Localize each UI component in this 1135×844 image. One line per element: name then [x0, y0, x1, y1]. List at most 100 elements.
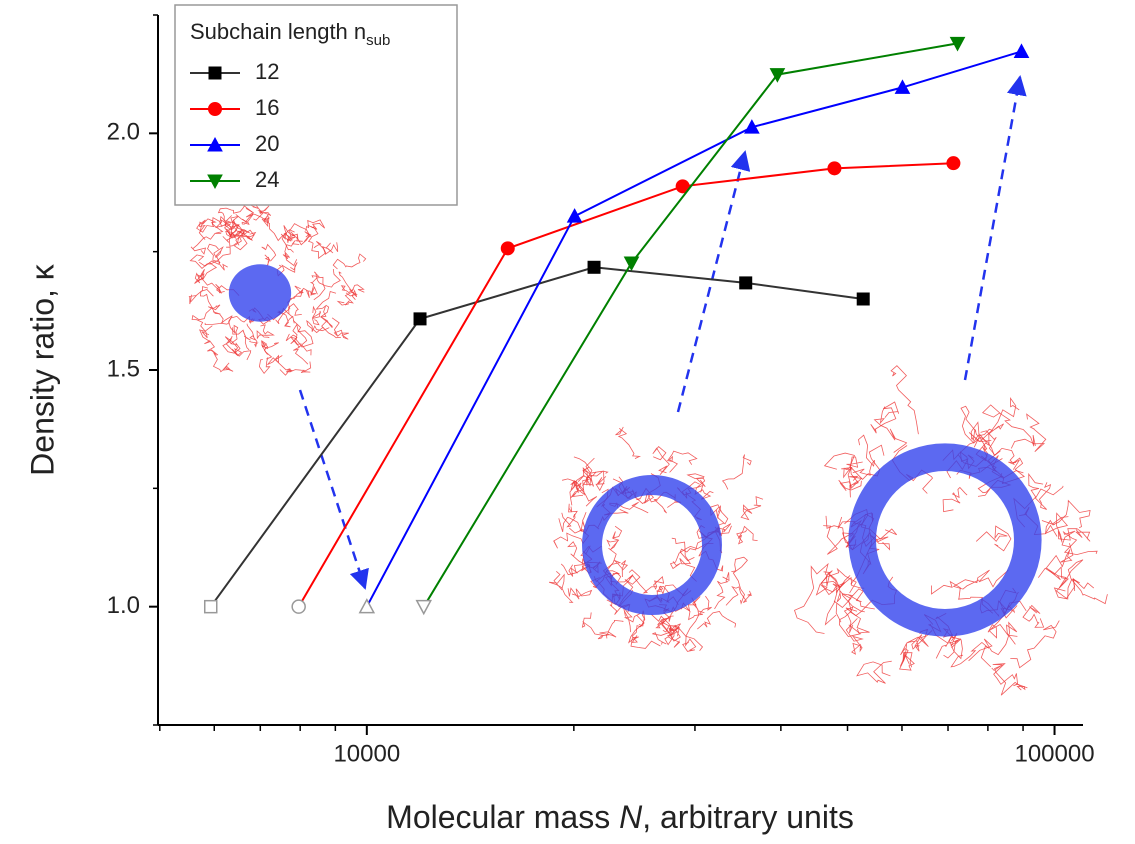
polymer-chain	[306, 319, 330, 334]
polymer-chain	[217, 205, 245, 222]
marker	[623, 256, 640, 272]
polymer-chain	[667, 450, 698, 473]
polymer-chain	[870, 401, 900, 434]
series-line	[365, 50, 1022, 608]
polymer-chain	[1058, 528, 1091, 542]
polymer-chain	[628, 575, 665, 594]
polymer-chain	[581, 612, 610, 640]
polymer-chain	[595, 470, 609, 492]
polymer-chain	[736, 525, 758, 545]
polymer-chain	[823, 452, 855, 479]
polymer-core	[228, 264, 292, 322]
polymer-chain	[261, 243, 277, 266]
polymer-chain	[222, 336, 243, 357]
polymer-chain	[204, 306, 224, 326]
polymer-chain	[970, 421, 995, 456]
polymer-chain	[190, 233, 222, 255]
polymer-chain	[680, 595, 712, 621]
polymer-chain	[651, 614, 677, 646]
polymer-chain	[1045, 512, 1069, 543]
polymer-chain	[661, 615, 681, 642]
polymer-chain	[282, 240, 300, 267]
polymer-chain	[1053, 578, 1108, 605]
polymer-chain	[898, 651, 915, 671]
polymer-core	[848, 443, 1042, 637]
legend-title: Subchain length nsub	[190, 19, 390, 49]
polymer-chain	[261, 339, 279, 355]
legend-label: 20	[255, 131, 279, 156]
polymer-chain	[199, 289, 221, 311]
polymer-chain	[867, 534, 891, 565]
polymer-chain	[890, 365, 919, 435]
y-tick-label: 1.0	[107, 592, 140, 619]
marker	[413, 312, 427, 326]
polymer-chain	[198, 243, 221, 267]
polymer-chain	[224, 223, 247, 237]
polymer-chain	[331, 317, 349, 340]
marker	[207, 174, 223, 190]
polymer-chain	[686, 473, 706, 493]
x-label-part: N	[619, 799, 643, 835]
marker	[358, 598, 376, 614]
polymer-chain	[214, 215, 232, 229]
polymer-chain	[1041, 499, 1091, 529]
marker	[208, 66, 222, 80]
polymer-chain	[191, 308, 212, 339]
marker	[415, 599, 433, 616]
marker	[827, 161, 842, 176]
polymer-chain	[189, 246, 231, 269]
polymer-chain	[230, 216, 244, 238]
polymer-chain	[981, 404, 1036, 447]
polymer-chain	[652, 446, 670, 475]
marker	[769, 68, 786, 83]
legend-label: 16	[255, 95, 279, 120]
polymer-chain	[991, 664, 1026, 696]
polymer-chain	[188, 286, 209, 305]
polymer-chain	[215, 283, 240, 296]
polymer-chain	[235, 208, 255, 225]
marker	[207, 136, 223, 152]
polymer-chain	[256, 324, 275, 340]
polymer-chain	[570, 474, 598, 507]
polymer-chain	[567, 587, 593, 600]
polymer-chain	[697, 611, 736, 630]
y-tick-label: 1.5	[107, 355, 140, 382]
polymer-chain	[309, 276, 326, 301]
polymer-chain	[943, 636, 963, 660]
arrow	[676, 150, 751, 413]
polymer-chain	[198, 325, 219, 356]
polymer-chain	[725, 585, 752, 606]
marker	[587, 260, 601, 274]
polymer-chain	[336, 291, 358, 306]
polymer-chain	[615, 426, 642, 459]
legend-title-text: Subchain length n	[190, 19, 366, 44]
polymer-chain	[838, 475, 863, 492]
polymer-chain	[292, 224, 319, 246]
polymer-images	[188, 193, 1108, 696]
x-axis-label: Molecular mass N, arbitrary units	[386, 799, 854, 835]
polymer-chain	[652, 618, 671, 645]
arrow	[963, 75, 1027, 381]
marker	[739, 276, 753, 290]
polymer-chain	[714, 572, 730, 610]
polymer-chain	[942, 486, 968, 513]
polymer-chain	[548, 571, 574, 603]
polymer-chain	[558, 511, 587, 533]
polymer-chain	[194, 268, 205, 284]
polymer-chain	[307, 237, 334, 259]
polymer-chain	[196, 216, 230, 233]
polymer-chain	[721, 454, 752, 490]
polymer-chain	[311, 268, 341, 288]
polymer-chain	[599, 619, 624, 639]
polymer-chain	[731, 556, 748, 605]
polymer-chain	[845, 618, 864, 655]
polymer-chain	[283, 225, 296, 243]
polymer-chain	[225, 228, 255, 241]
polymer-chain	[258, 344, 273, 375]
polymer-chain	[242, 213, 271, 228]
series-line	[422, 42, 958, 608]
polymer-chain	[289, 320, 314, 348]
marker	[566, 208, 583, 223]
